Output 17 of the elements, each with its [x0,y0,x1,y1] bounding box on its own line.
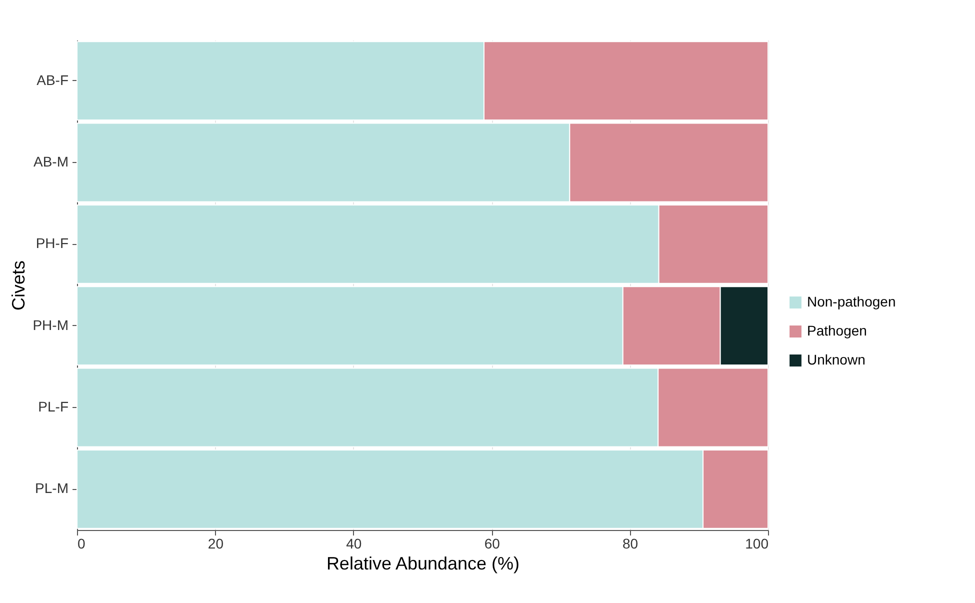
x-tick-label: 40 [346,536,362,552]
y-tick-label: AB-F [36,72,68,88]
y-tick-label: AB-M [34,154,68,170]
legend-label: Non-pathogen [807,294,896,310]
y-tick-label: PL-F [38,398,68,414]
x-tick-label: 0 [78,536,86,552]
y-tick-label: PH-F [36,235,68,252]
x-tick-label: 20 [208,536,224,552]
legend-label: Unknown [807,352,866,368]
x-axis-title: Relative Abundance (%) [326,554,520,574]
x-tick-label: 80 [622,536,638,552]
y-tick-label: PH-M [32,316,68,333]
x-tick-label: 60 [484,536,500,552]
y-tick-label: PL-M [35,480,68,496]
legend-label: Pathogen [807,322,867,338]
y-axis-title: Civets [8,260,29,311]
x-tick-label: 100 [745,536,769,552]
